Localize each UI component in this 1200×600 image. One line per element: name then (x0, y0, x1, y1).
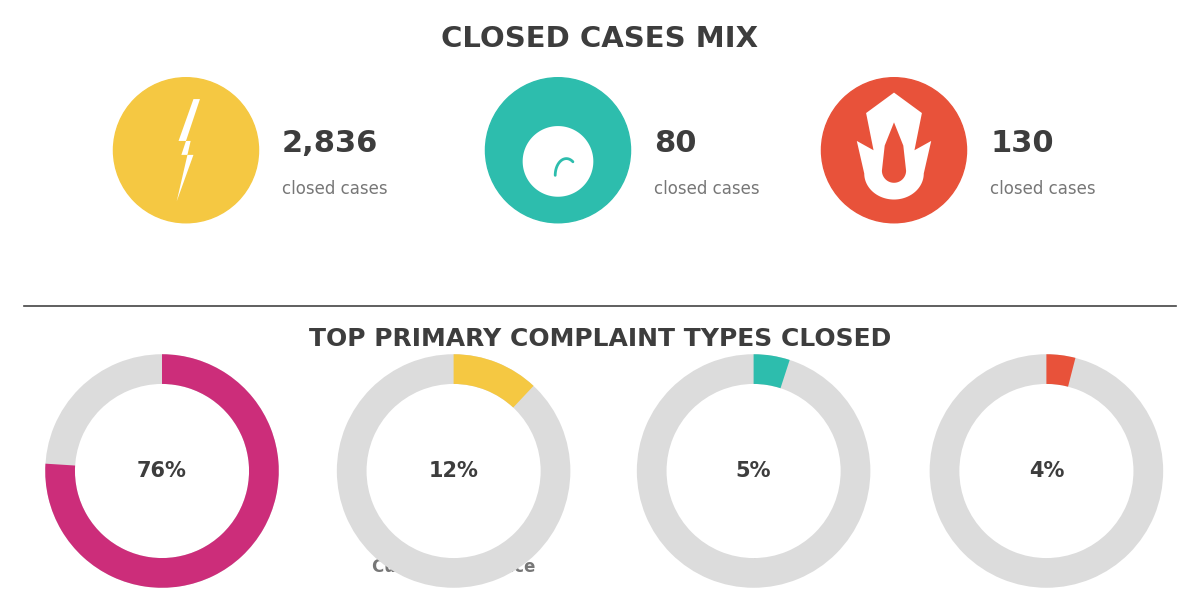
Text: Credit: Credit (1018, 558, 1075, 576)
Circle shape (822, 78, 966, 223)
Polygon shape (882, 122, 906, 183)
Text: Billing: Billing (133, 558, 191, 576)
Text: 4%: 4% (1028, 461, 1064, 481)
Text: CLOSED CASES MIX: CLOSED CASES MIX (442, 25, 758, 53)
Text: 80: 80 (654, 130, 696, 158)
Text: Provision: Provision (710, 558, 797, 576)
Wedge shape (46, 354, 278, 588)
Polygon shape (857, 92, 931, 200)
Text: 2,836: 2,836 (282, 130, 378, 158)
Circle shape (114, 78, 258, 223)
Text: closed cases: closed cases (990, 180, 1096, 198)
Text: TOP PRIMARY COMPLAINT TYPES CLOSED: TOP PRIMARY COMPLAINT TYPES CLOSED (308, 327, 892, 351)
Text: 76%: 76% (137, 461, 187, 481)
Polygon shape (176, 99, 200, 202)
Text: 5%: 5% (736, 461, 772, 481)
Text: closed cases: closed cases (654, 180, 760, 198)
Wedge shape (454, 354, 534, 407)
Wedge shape (637, 354, 870, 588)
Text: closed cases: closed cases (282, 180, 388, 198)
Wedge shape (337, 354, 570, 588)
Text: Customer service: Customer service (372, 558, 535, 576)
Text: 130: 130 (990, 130, 1054, 158)
Wedge shape (930, 354, 1163, 588)
Wedge shape (46, 354, 278, 588)
Circle shape (486, 78, 630, 223)
Wedge shape (754, 354, 790, 388)
Polygon shape (523, 96, 593, 197)
Wedge shape (1046, 354, 1075, 386)
Text: 12%: 12% (428, 461, 479, 481)
